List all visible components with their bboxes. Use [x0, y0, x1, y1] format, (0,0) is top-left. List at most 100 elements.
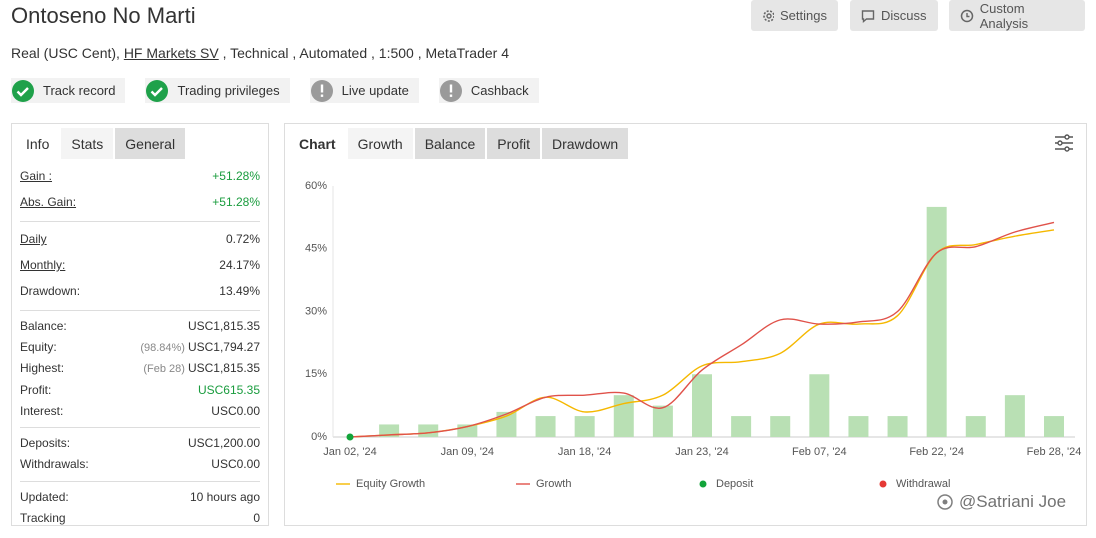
custom-analysis-button[interactable]: Custom Analysis [949, 0, 1085, 31]
stat-label[interactable]: Monthly: [20, 258, 66, 272]
stat-label: Deposits: [20, 436, 71, 451]
filter-icon[interactable] [1053, 132, 1075, 154]
title: Ontoseno No Marti [11, 3, 196, 28]
stat-value: USC1,200.00 [187, 436, 260, 451]
stat-label[interactable]: Gain : [20, 169, 53, 183]
legend-swatch [879, 480, 887, 488]
stat-row: Drawdown: 13.49% [20, 278, 260, 304]
stats-list: Gain : +51.28% Abs. Gain: +51.28% Daily 0.72%… [20, 163, 260, 535]
stat-row: Equity: (98.84%) USC1,794.27 [20, 336, 260, 357]
watermark: @Satriani Joe [935, 492, 1066, 512]
stat-value: 0.72% [225, 232, 260, 246]
badge-label: Cashback [470, 83, 529, 98]
stat-value: 13.49% [219, 284, 260, 298]
tab[interactable]: Stats [61, 128, 114, 159]
stat-row: Highest: (Feb 28) USC1,815.35 [20, 358, 260, 379]
badge: Trading privileges [145, 78, 290, 103]
legend-swatch [699, 480, 707, 488]
badge: Cashback [438, 78, 539, 103]
y-tick-label: 60% [305, 180, 327, 192]
y-tick-label: 0% [311, 431, 327, 443]
bar [965, 416, 986, 437]
stat-row: Gain : +51.28% [20, 163, 260, 189]
pending-icon [439, 79, 462, 102]
stat-row: Tracking 0 [20, 507, 260, 528]
y-tick-label: 30% [305, 305, 327, 317]
clock-icon [960, 9, 974, 22]
badge-label: Live update [341, 83, 409, 98]
stat-value: USC1,794.27 [187, 339, 260, 354]
button-label: Custom Analysis [979, 0, 1029, 31]
broker-link[interactable]: HF Markets SV [123, 45, 219, 61]
bar [652, 405, 673, 437]
tab[interactable]: Growth [347, 128, 413, 159]
tab[interactable]: Info [16, 128, 60, 159]
legend-label: Equity Growth [356, 478, 425, 490]
stat-value-box: 13.49% [219, 284, 260, 298]
stats-panel: Info Stats General Gain : +51.28% Abs. Gain:… [11, 123, 269, 526]
stat-row: Withdrawals: USC0.00 [20, 454, 260, 475]
badge: Live update [309, 78, 419, 103]
bar [770, 416, 791, 437]
check-icon [146, 79, 169, 102]
stat-value-box: USC615.35 [198, 383, 260, 397]
stat-group: Daily 0.72% Monthly: 24.17% Drawdown: 13.49% [20, 222, 260, 311]
stat-value: USC0.00 [211, 457, 260, 472]
stat-label[interactable]: Abs. Gain: [20, 195, 77, 209]
chart-panel: Chart Growth Balance Profit Drawdown [284, 123, 1087, 526]
stat-label: Updated: [20, 489, 69, 504]
y-tick-label: 15% [305, 368, 327, 380]
stat-value: 10 hours ago [189, 489, 260, 504]
stat-value: 24.17% [219, 258, 260, 272]
stat-label: Withdrawals: [20, 457, 89, 472]
stat-value: USC1,815.35 [187, 318, 260, 333]
x-tick-label: Jan 09, '24 [441, 446, 494, 458]
stat-note: (98.84%) [140, 341, 185, 354]
stat-label: Interest: [20, 403, 64, 418]
tab[interactable]: General [115, 128, 186, 159]
bar [887, 416, 908, 437]
stat-row: Monthly: 24.17% [20, 252, 260, 278]
stat-row: Deposits: USC1,200.00 [20, 432, 260, 453]
stat-group: Gain : +51.28% Abs. Gain: +51.28% [20, 163, 260, 222]
point [346, 433, 354, 441]
stat-value-box: USC1,815.35 [188, 319, 260, 333]
tab[interactable]: Balance [414, 128, 486, 159]
stat-value-box: 0.72% [226, 232, 260, 246]
y-tick-label: 45% [305, 243, 327, 255]
stat-value-box: (Feb 28) USC1,815.35 [143, 361, 260, 375]
bar [731, 416, 752, 437]
stat-group: Updated: 10 hours ago Tracking 0 [20, 482, 260, 535]
stat-value-box: 10 hours ago [190, 490, 260, 504]
stat-label[interactable]: Daily [20, 232, 47, 246]
x-tick-label: Jan 23, '24 [675, 446, 728, 458]
tab[interactable]: Profit [487, 128, 540, 159]
stat-value-box: USC1,200.00 [188, 436, 260, 450]
watermark-icon [937, 494, 953, 510]
line [349, 221, 1055, 438]
stat-row: Daily 0.72% [20, 226, 260, 252]
x-tick-label: Feb 28, '24 [1027, 446, 1082, 458]
stat-value: +51.28% [212, 169, 260, 183]
bar [848, 416, 869, 437]
stat-value-box: USC0.00 [211, 457, 260, 471]
tab[interactable]: Drawdown [541, 128, 629, 159]
stat-value: USC0.00 [211, 403, 260, 418]
stat-label: Tracking [20, 511, 66, 526]
badge-label: Trading privileges [177, 83, 280, 98]
discuss-button[interactable]: Discuss [850, 0, 938, 31]
stat-value-box: USC0.00 [211, 404, 260, 418]
settings-button[interactable]: Settings [751, 0, 838, 31]
stat-value-box: +51.28% [212, 195, 260, 209]
legend-label: Growth [536, 478, 571, 490]
stat-value-box: +51.28% [212, 169, 260, 183]
stat-label: Equity: [20, 339, 57, 354]
stat-value-box: 24.17% [219, 258, 260, 272]
button-label: Settings [780, 8, 827, 23]
tabs: Chart Growth Balance Profit Drawdown [289, 128, 1086, 159]
x-tick-label: Jan 18, '24 [558, 446, 611, 458]
bar [692, 374, 712, 437]
stat-row: Profit: USC615.35 [20, 379, 260, 400]
stat-label: Drawdown: [20, 284, 81, 298]
tab[interactable]: Chart [289, 128, 346, 159]
